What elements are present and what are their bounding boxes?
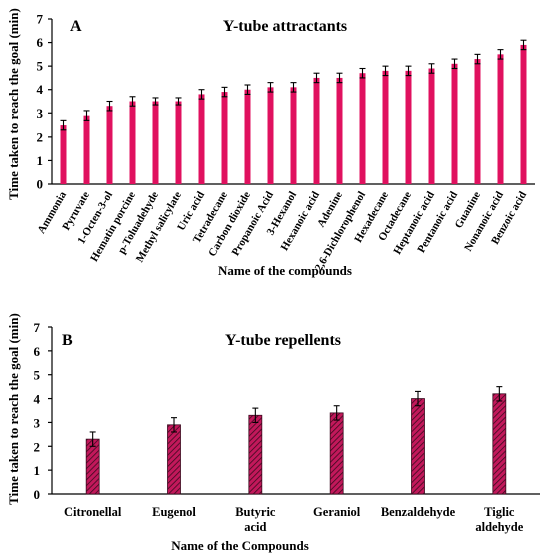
panel-a-bar xyxy=(520,44,527,184)
panel-b-ytick-label: 4 xyxy=(34,392,41,407)
panel-a-bar xyxy=(244,89,251,184)
panel-b-plot: 0 1 2 3 4 5 6 7 Citronellal Eugenol Butyric acid Ger… xyxy=(34,320,540,534)
panel-a-ytick-label: 6 xyxy=(37,35,44,50)
panel-a-ytick-label: 4 xyxy=(37,82,44,97)
panel-b-ytick-label: 3 xyxy=(34,415,41,430)
panel-b-category-label: Eugenol xyxy=(152,505,196,519)
panel-b-ytick-label: 6 xyxy=(34,344,41,359)
panel-a-bar xyxy=(382,70,389,184)
panel-a-plot: 01234567AmmoniaPyruvate1-Octen-3-olHemat… xyxy=(35,12,535,273)
panel-a-bar xyxy=(336,77,343,184)
panel-b-letter: B xyxy=(62,332,73,349)
panel-a-bar xyxy=(451,63,458,184)
panel-a-bar xyxy=(405,70,412,184)
panel-a-ytick-label: 3 xyxy=(37,106,44,121)
panel-b-bar xyxy=(329,412,344,495)
panel-a-ytick-label: 0 xyxy=(37,177,44,192)
panel-a-bar xyxy=(129,101,136,184)
panel-b-xlabel: Name of the Compounds xyxy=(171,538,309,553)
panel-b-ytick-label: 5 xyxy=(34,368,41,383)
panel-b-bar xyxy=(85,438,100,495)
panel-a-ytick-label: 5 xyxy=(37,59,44,74)
panel-a-bar xyxy=(313,77,320,184)
panel-a-xlabel: Name of the compounds xyxy=(218,263,352,278)
panel-b-category-label: Butyric acid xyxy=(235,505,276,534)
panel-a-title: Y-tube attractants xyxy=(223,18,347,35)
panel-a-bar xyxy=(267,87,274,184)
panel-b-title: Y-tube repellents xyxy=(225,332,341,349)
panel-a-ytick-label: 7 xyxy=(37,12,44,27)
panel-a-bar xyxy=(359,73,366,184)
panel-b-bar xyxy=(411,398,425,495)
panel-b-category-label: Geraniol xyxy=(313,505,361,519)
panel-b-bar xyxy=(248,414,263,495)
panel-a-bar xyxy=(60,125,67,184)
panel-a-bar xyxy=(198,94,205,184)
panel-a-bar xyxy=(83,115,90,184)
panel-b-ytick-label: 0 xyxy=(34,487,41,502)
panel-b-ylabel: Time taken to reach the goal (min) xyxy=(6,313,21,505)
panel-a-bar xyxy=(428,68,435,184)
panel-a-ytick-label: 1 xyxy=(37,153,44,168)
panel-a-bar xyxy=(221,92,228,184)
panel-b-bar xyxy=(492,393,507,495)
panel-a-ytick-label: 2 xyxy=(37,129,44,144)
panel-a-bar xyxy=(106,106,113,184)
panel-b-category-label: Citronellal xyxy=(64,505,122,519)
panel-b-category-label: Tiglic aldehyde xyxy=(475,505,523,534)
panel-b-ytick-label: 1 xyxy=(34,463,41,478)
panel-b-ytick-label: 7 xyxy=(34,320,41,335)
panel-a-bar xyxy=(290,87,297,184)
panel-a-letter: A xyxy=(70,18,82,35)
panel-a-bar xyxy=(152,101,159,184)
panel-a-ylabel: Time taken to reach the goal (min) xyxy=(6,8,21,200)
panel-b-category-label: Benzaldehyde xyxy=(381,505,456,519)
panel-a-bar xyxy=(175,101,182,184)
panel-b-bar xyxy=(167,424,181,495)
panel-a-bar xyxy=(474,59,481,185)
panel-b-ytick-label: 2 xyxy=(34,439,41,454)
panel-a-bar xyxy=(497,54,504,184)
